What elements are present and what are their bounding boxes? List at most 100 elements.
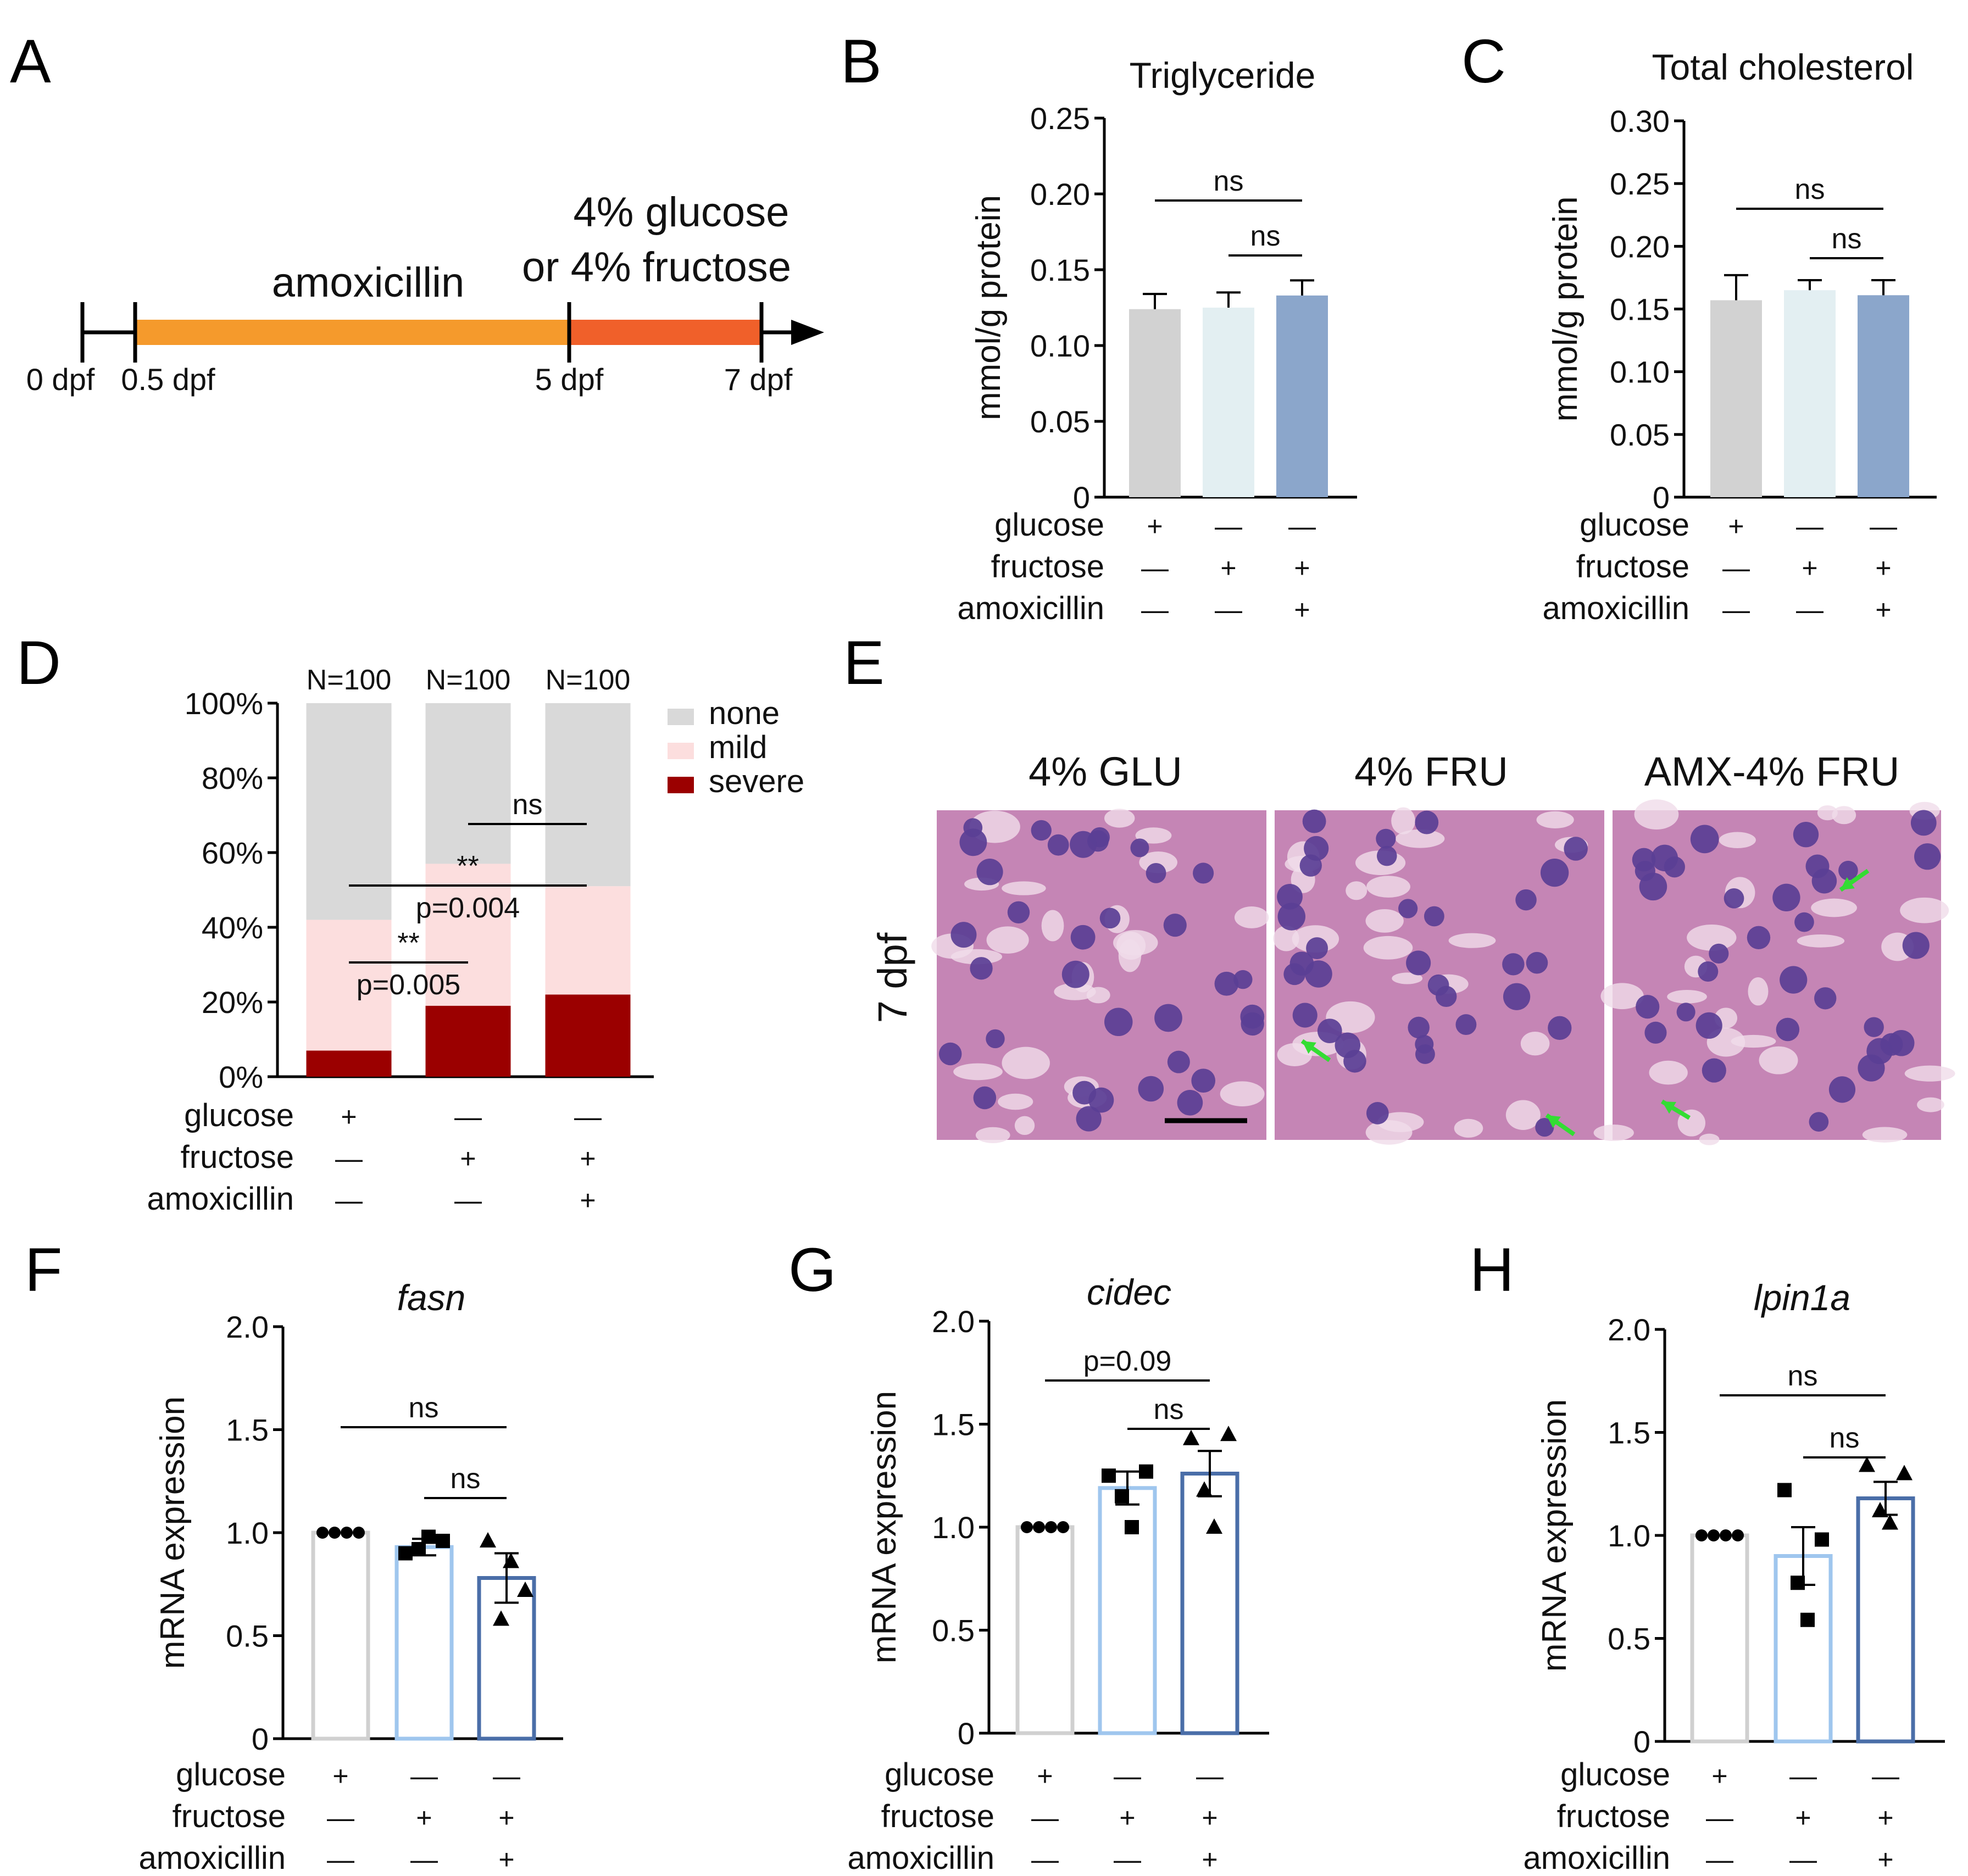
y-tick-label: 0.25: [1610, 166, 1670, 201]
y-axis-label: mmol/g protein: [970, 195, 1008, 420]
cytoplasm-vacuole: [1041, 910, 1064, 942]
bar: [1203, 308, 1254, 497]
cytoplasm-vacuole: [1748, 977, 1769, 1006]
data-point-triangle: [493, 1610, 509, 1626]
cell-nucleus: [1526, 951, 1548, 974]
y-tick-label: 0.10: [1610, 355, 1670, 389]
bar: [311, 1530, 370, 1741]
y-tick-label: 0.05: [1610, 417, 1670, 452]
cell-nucleus: [1780, 966, 1808, 994]
timeline-sugar-bar: [569, 320, 761, 345]
treatment-row-label: fructose: [881, 1799, 994, 1834]
y-tick-label: 0.05: [1030, 404, 1090, 439]
y-tick-label: 0.30: [1610, 104, 1670, 138]
y-tick-label: 0.5: [932, 1613, 975, 1648]
cell-nucleus: [1515, 889, 1537, 911]
treatment-sign: +: [1202, 1844, 1218, 1875]
cytoplasm-vacuole: [1699, 1133, 1720, 1145]
chart-fasn: 0 0.5 1.0 1.5 2.0 fasn mRNA expression ns ns gluc…: [138, 1277, 563, 1876]
legend-label: severe: [709, 764, 804, 799]
treatment-row-label: amoxicillin: [147, 1181, 294, 1217]
bar: [394, 1545, 454, 1741]
cell-nucleus: [1305, 960, 1332, 988]
y-tick-label: 2.0: [1608, 1312, 1650, 1347]
cell-nucleus: [1540, 858, 1569, 887]
cell-nucleus: [1651, 844, 1678, 872]
treatment-row-label: glucose: [184, 1098, 294, 1133]
cell-nucleus: [1099, 908, 1121, 929]
treatment-sign: —: [574, 1101, 602, 1132]
cytoplasm-vacuole: [1220, 1081, 1265, 1107]
histology-title: 4% FRU: [1354, 749, 1508, 794]
treatment-sign: +: [1877, 1802, 1893, 1833]
cell-nucleus: [1366, 1102, 1389, 1125]
treatment-row-label: amoxicillin: [847, 1840, 994, 1876]
data-point-square: [1777, 1483, 1792, 1498]
timeline-tick-label: 7 dpf: [724, 362, 793, 397]
cell-nucleus: [1007, 901, 1030, 923]
panel-label-d: D: [16, 628, 61, 697]
cytoplasm-vacuole: [1118, 939, 1142, 972]
treatment-sign: —: [327, 1802, 354, 1833]
treatment-sign: +: [580, 1143, 596, 1174]
treatment-row-label: glucose: [1560, 1757, 1670, 1793]
cytoplasm-vacuole: [1392, 972, 1423, 984]
treatment-sign: +: [498, 1844, 514, 1875]
treatment-sign: —: [327, 1844, 354, 1875]
treatment-row-label: fructose: [1557, 1799, 1670, 1834]
data-point-triangle: [503, 1552, 519, 1568]
cell-nucleus: [1632, 848, 1656, 872]
treatment-row-label: amoxicillin: [138, 1840, 286, 1876]
cell-nucleus: [1154, 1004, 1182, 1032]
cell-nucleus: [1828, 1076, 1856, 1103]
cell-nucleus: [1061, 960, 1089, 988]
y-tick-label: 2.0: [226, 1310, 269, 1344]
cell-nucleus: [1724, 888, 1744, 909]
treatment-sign: +: [1875, 553, 1891, 583]
cytoplasm-vacuole: [1234, 906, 1269, 928]
bar: [1784, 290, 1836, 497]
bar: [1858, 295, 1909, 497]
treatment-sign: —: [1215, 594, 1242, 625]
timeline-sugar-label-2: or 4% fructose: [522, 244, 791, 291]
cell-nucleus: [1809, 1112, 1829, 1132]
cell-nucleus: [1814, 987, 1837, 1010]
cytoplasm-vacuole: [998, 1093, 1033, 1110]
significance-label: ns: [1832, 223, 1862, 255]
cell-nucleus: [1076, 1106, 1102, 1132]
treatment-sign: +: [1294, 553, 1310, 583]
chart-steatosis-grade: 0% 20% 40% 60% 80% 100% N=100 N=100 N=100 nonemil…: [147, 664, 804, 1217]
treatment-sign: —: [1796, 594, 1824, 625]
cytoplasm-vacuole: [1593, 1125, 1634, 1142]
cytoplasm-vacuole: [1759, 1046, 1798, 1075]
cell-nucleus: [1424, 906, 1444, 927]
cytoplasm-vacuole: [1904, 1065, 1955, 1082]
cell-nucleus: [1376, 828, 1396, 849]
cytoplasm-vacuole: [1104, 809, 1135, 828]
significance-label: ns: [513, 789, 543, 821]
timeline-amoxicillin-bar: [135, 320, 569, 345]
cell-nucleus: [1167, 1050, 1190, 1073]
stacked-segment-mild: [425, 864, 511, 1006]
cell-nucleus: [1233, 970, 1253, 989]
cytoplasm-vacuole: [1135, 827, 1172, 844]
treatment-sign: —: [1796, 511, 1824, 542]
cytoplasm-vacuole: [1634, 799, 1679, 830]
y-tick-label: 80%: [202, 761, 263, 795]
histology-image: [1273, 807, 1604, 1145]
chart-title: lpin1a: [1754, 1277, 1850, 1318]
cytoplasm-vacuole: [1454, 1118, 1483, 1138]
treatment-sign: —: [1872, 1761, 1899, 1791]
significance-label: **: [397, 927, 419, 959]
cell-nucleus: [959, 828, 987, 856]
cell-nucleus: [1880, 1033, 1903, 1056]
cell-nucleus: [976, 859, 1003, 886]
cytoplasm-vacuole: [1363, 936, 1413, 960]
significance-label: ns: [1795, 174, 1825, 205]
cell-nucleus: [1317, 1018, 1342, 1044]
cytoplasm-vacuole: [1346, 881, 1367, 900]
data-point-triangle: [1896, 1465, 1913, 1480]
significance-label: p=0.09: [1083, 1345, 1172, 1377]
y-tick-label: 0: [252, 1722, 269, 1756]
data-point-square: [1791, 1576, 1805, 1590]
